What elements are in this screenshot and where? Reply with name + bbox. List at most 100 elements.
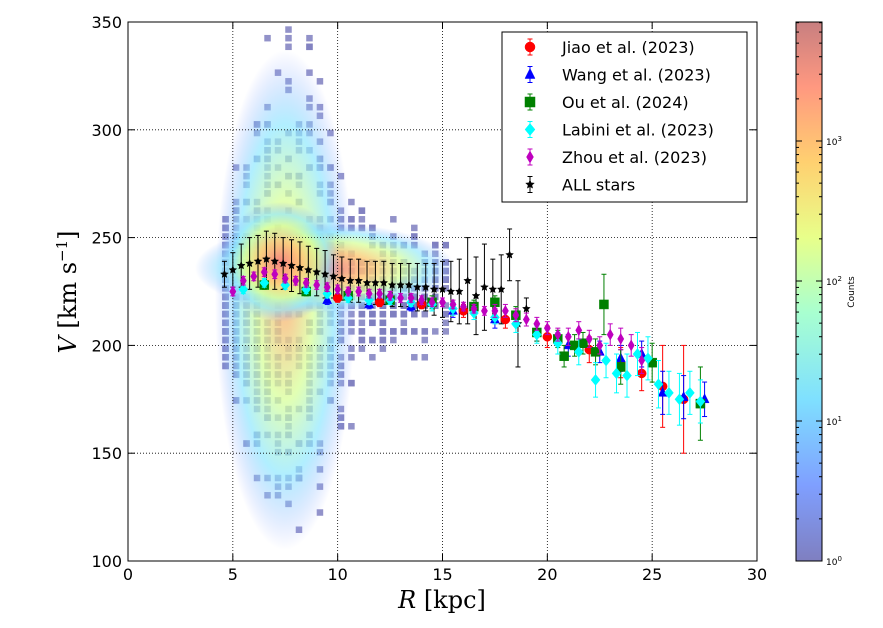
data-point (404, 280, 414, 289)
density-cell (390, 328, 397, 335)
legend-entry: Ou et al. (2024) (524, 93, 689, 112)
data-point (488, 284, 498, 294)
data-point (564, 330, 572, 343)
data-point (596, 339, 604, 352)
legend-marker (524, 41, 536, 53)
data-point (396, 280, 405, 289)
data-point (491, 304, 499, 317)
density-cell (379, 310, 387, 318)
series-layer (220, 228, 710, 454)
x-tick-label: 5 (228, 565, 238, 584)
legend-label: Zhou et al. (2023) (562, 148, 707, 167)
data-point (418, 294, 425, 307)
legend-label: Labini et al. (2023) (562, 121, 714, 140)
data-point (632, 348, 643, 360)
colorbar-label: Counts (847, 276, 857, 308)
data-point (407, 291, 415, 304)
data-point (512, 309, 520, 322)
data-point (236, 260, 246, 270)
density-cell (369, 354, 376, 361)
density-cell (369, 336, 376, 344)
density-cell (358, 216, 366, 223)
density-cell (411, 354, 418, 361)
legend-marker (526, 150, 534, 164)
data-point (606, 328, 614, 341)
x-tick-label: 25 (642, 565, 662, 584)
density-cell (411, 310, 418, 318)
data-point (543, 322, 551, 335)
data-point (573, 345, 584, 358)
data-point (362, 278, 372, 287)
data-point (259, 276, 270, 289)
data-point (460, 300, 467, 313)
density-cell (442, 310, 449, 318)
data-point (454, 286, 464, 296)
data-point (312, 267, 322, 276)
data-point (287, 260, 296, 270)
data-point (270, 256, 280, 266)
data-point (386, 289, 394, 302)
data-point (599, 299, 609, 310)
density-cell (348, 379, 355, 387)
density-cell (400, 302, 408, 309)
density-cell (306, 43, 313, 51)
colorbar-tick-label: 101 (826, 415, 842, 428)
series-labini-et-al-2023 (238, 276, 706, 426)
density-cell (348, 423, 355, 430)
data-point (501, 304, 509, 317)
density-cell (421, 310, 429, 318)
legend-marker (525, 179, 535, 189)
data-point (329, 271, 338, 281)
data-point (344, 285, 352, 298)
y-tick-label: 300 (91, 121, 122, 140)
density-cell (264, 34, 271, 42)
data-point (674, 393, 685, 406)
data-point (428, 296, 436, 309)
data-point (554, 328, 562, 341)
data-point (511, 317, 521, 330)
density-cell (285, 26, 292, 33)
x-tick-label: 30 (747, 565, 767, 584)
density-cell (379, 328, 387, 335)
density-cell (358, 328, 366, 335)
density-cell (421, 336, 429, 344)
density-cell (358, 207, 366, 214)
colorbar-gradient (795, 21, 823, 562)
series-zhou-et-al-2023 (229, 266, 646, 374)
legend-entry: Zhou et al. (2023) (526, 148, 707, 167)
x-tick-label: 0 (123, 565, 133, 584)
data-point (397, 291, 405, 304)
density-cell (390, 216, 397, 223)
density-cell (379, 336, 387, 344)
y-tick-label: 150 (91, 444, 122, 463)
legend-marker (524, 123, 536, 136)
data-point (611, 367, 622, 380)
density-cell (400, 310, 408, 318)
data-point (253, 256, 263, 266)
colorbar-tick-label: 102 (826, 275, 842, 288)
data-point (250, 270, 258, 283)
data-point (575, 324, 583, 337)
density-cell (411, 224, 418, 232)
data-point (323, 281, 331, 294)
data-point (334, 283, 342, 296)
data-point (337, 273, 347, 283)
data-point (449, 298, 457, 311)
data-point (278, 258, 288, 268)
data-point (220, 269, 229, 279)
data-point (463, 276, 473, 285)
data-point (280, 279, 291, 291)
density-cell (285, 34, 292, 42)
data-point (480, 304, 488, 317)
data-point (439, 296, 446, 309)
data-point (470, 302, 478, 315)
legend-marker (524, 67, 536, 79)
data-point (239, 274, 247, 287)
data-point (480, 282, 489, 291)
data-point (387, 280, 397, 289)
legend-entry: Labini et al. (2023) (524, 121, 714, 140)
density-cell (369, 310, 376, 318)
density-cell (421, 328, 429, 335)
data-point (229, 285, 237, 298)
